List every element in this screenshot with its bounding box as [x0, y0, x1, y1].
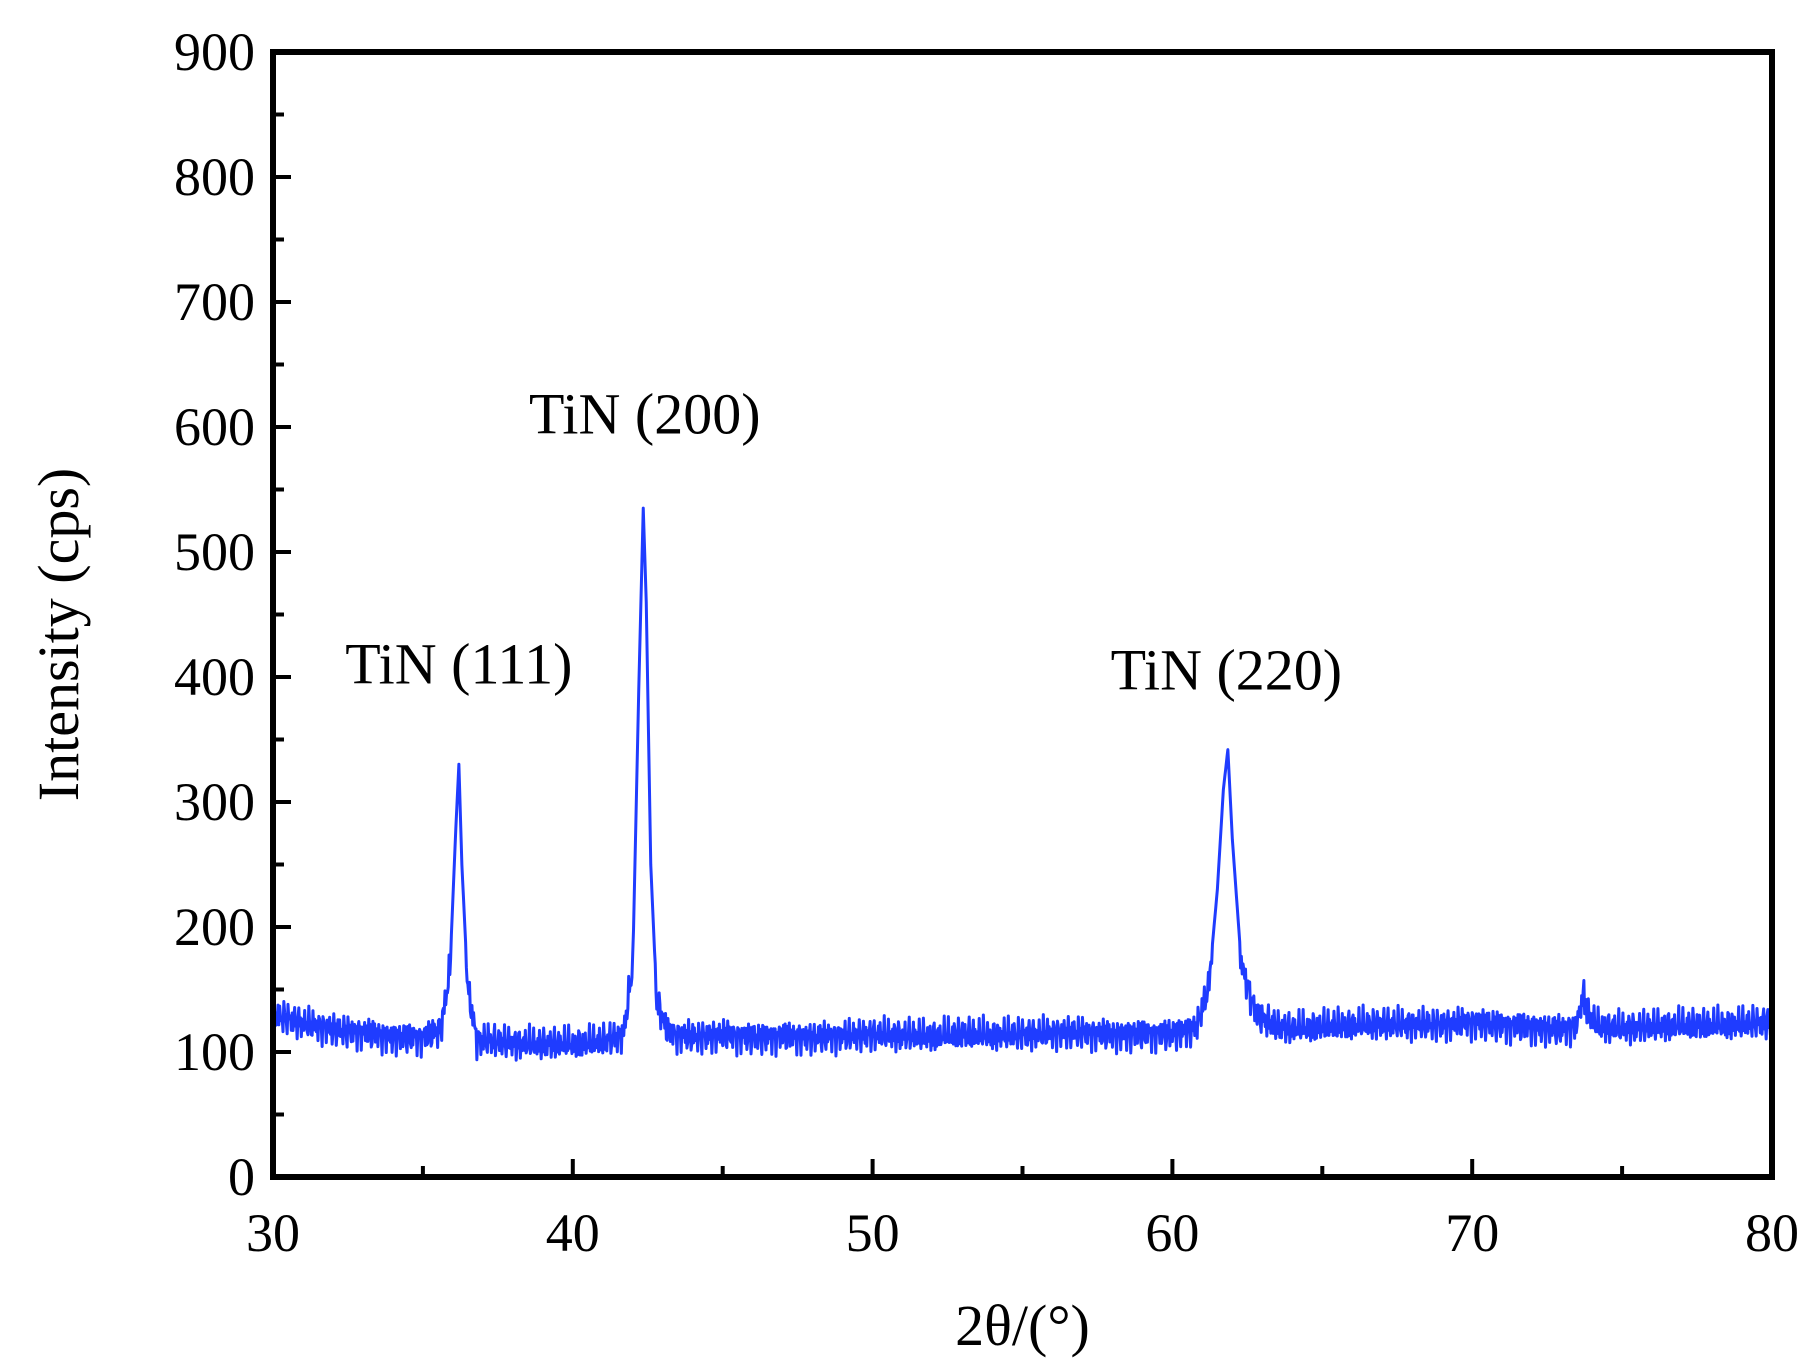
x-tick-label: 50	[846, 1203, 900, 1263]
x-tick-label: 60	[1145, 1203, 1199, 1263]
x-tick-label: 40	[546, 1203, 600, 1263]
peak-annotation: TiN (220)	[1111, 638, 1343, 703]
y-tick-label: 300	[174, 772, 255, 832]
y-tick-labels: 0 100 200 300 400 500 600 700 800 900	[174, 22, 255, 1207]
x-axis-label: 2θ/(°)	[955, 1293, 1090, 1358]
y-tick-label: 800	[174, 147, 255, 207]
y-tick-label: 200	[174, 897, 255, 957]
y-axis-label: Intensity (cps)	[26, 468, 91, 801]
y-tick-label: 0	[228, 1147, 255, 1207]
x-tick-label: 30	[246, 1203, 300, 1263]
y-tick-label: 900	[174, 22, 255, 82]
y-tick-label: 700	[174, 272, 255, 332]
y-tick-label: 500	[174, 522, 255, 582]
peak-annotation: TiN (111)	[345, 631, 572, 696]
x-tick-label: 70	[1445, 1203, 1499, 1263]
peak-annotation: TiN (200)	[529, 381, 761, 446]
plot-frame	[270, 49, 1775, 1180]
peak-annotations: TiN (111) TiN (200) TiN (220)	[345, 381, 1342, 702]
x-tick-label: 80	[1745, 1203, 1799, 1263]
y-tick-label: 600	[174, 397, 255, 457]
x-tick-labels: 30 40 50 60 70 80	[246, 1203, 1799, 1263]
y-tick-label: 400	[174, 647, 255, 707]
series-line	[271, 506, 1774, 1062]
y-tick-label: 100	[174, 1022, 255, 1082]
